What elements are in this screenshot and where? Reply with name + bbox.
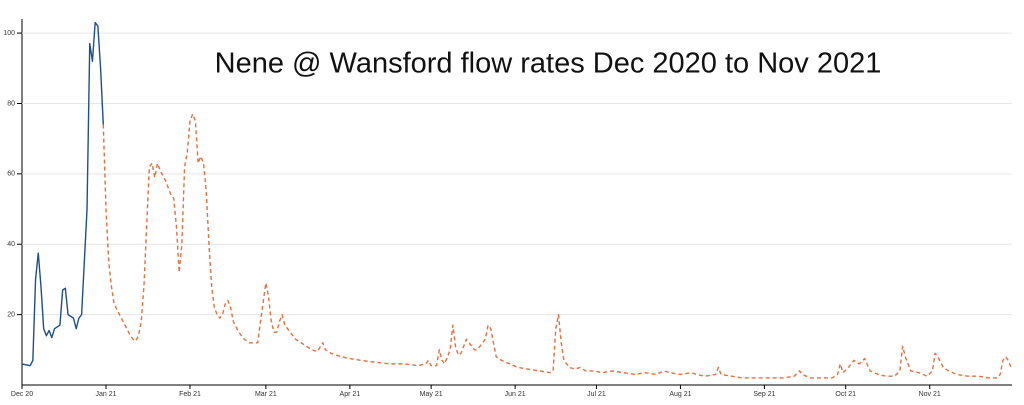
x-tick-label: Jun 21 (505, 391, 526, 398)
y-tick-label: 100 (3, 30, 15, 37)
y-tick-label: 80 (7, 100, 15, 107)
chart-title: Nene @ Wansford flow rates Dec 2020 to N… (215, 48, 882, 80)
x-tick-label: Jul 21 (587, 391, 606, 398)
x-tick-label: Aug 21 (669, 391, 691, 398)
y-tick-label: 60 (7, 171, 15, 178)
x-tick-label: Jan 21 (95, 391, 116, 398)
data-line (21, 21, 104, 367)
x-tick-label: May 21 (420, 391, 443, 398)
x-tick-label: Mar 21 (255, 391, 277, 398)
x-tick-label: Dec 20 (11, 391, 33, 398)
x-tick-label: Oct 21 (835, 391, 856, 398)
data-line (102, 113, 1012, 379)
x-tick-label: Sep 21 (753, 391, 775, 398)
y-tick-label: 20 (7, 311, 15, 318)
y-tick-label: 40 (7, 241, 15, 248)
x-tick-label: Feb 21 (179, 391, 201, 398)
x-tick-label: Nov 21 (919, 391, 941, 398)
x-tick-label: Apr 21 (340, 391, 361, 398)
